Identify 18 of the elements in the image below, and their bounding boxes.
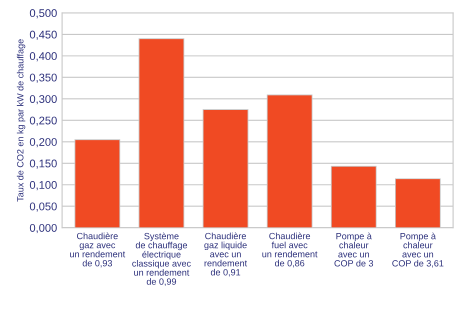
y-tick-label: 0,200 — [30, 138, 57, 148]
y-tick-label: 0,350 — [30, 74, 57, 83]
x-tick-label: Chaudière fuel avec un rendement de 0,86 — [262, 232, 318, 268]
y-tick-label: 0,450 — [30, 30, 57, 40]
y-tick-label: 0,250 — [30, 116, 57, 126]
y-axis-title: Taux de CO2 en kg par kW de chauffage — [16, 39, 26, 202]
x-tick-label: Chaudière gaz liquide avec un rendement de 0,91 — [204, 232, 248, 277]
y-tick-label: 0,000 — [30, 224, 57, 234]
x-tick-label: Pompe à chaleur avec un COP de 3 — [334, 232, 374, 267]
y-tick-label: 0,300 — [30, 95, 57, 104]
x-tick-label: Système de chauffage électrique classique avec un rendement de 0,99 — [132, 232, 191, 286]
x-tick-label: Chaudière gaz avec un rendement de 0,93 — [70, 232, 126, 268]
y-tick-label: 0,100 — [30, 181, 57, 190]
y-tick-label: 0,400 — [30, 52, 57, 62]
x-tick-label: Pompe à chaleur avec un COP de 3,61 — [392, 232, 444, 268]
y-tick-label: 0,050 — [30, 202, 57, 212]
y-tick-label: 0,150 — [30, 160, 57, 169]
y-tick-label: 0,500 — [30, 9, 57, 18]
